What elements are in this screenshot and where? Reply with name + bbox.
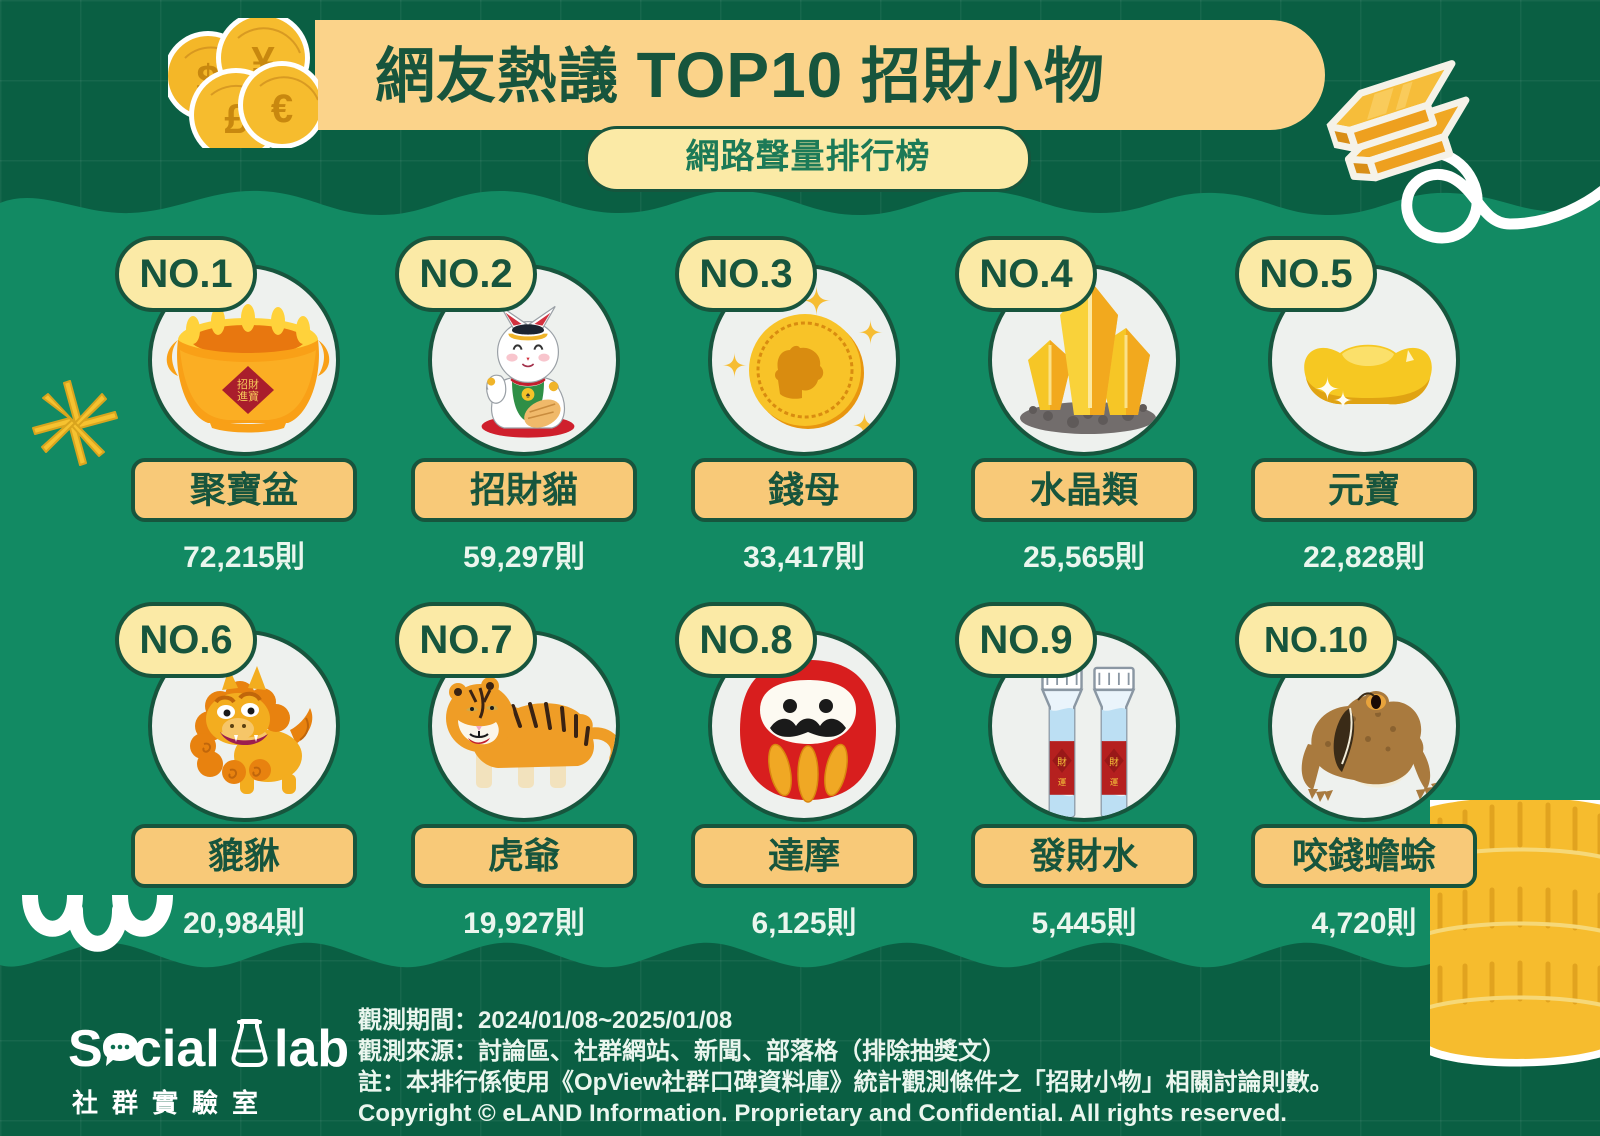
svg-text:招財: 招財	[237, 377, 259, 391]
svg-text:lab: lab	[274, 1020, 349, 1078]
svg-text:cial: cial	[133, 1020, 220, 1078]
svg-text:S: S	[68, 1020, 103, 1078]
svg-text:€: €	[271, 87, 293, 131]
svg-text:進寶: 進寶	[237, 389, 259, 403]
